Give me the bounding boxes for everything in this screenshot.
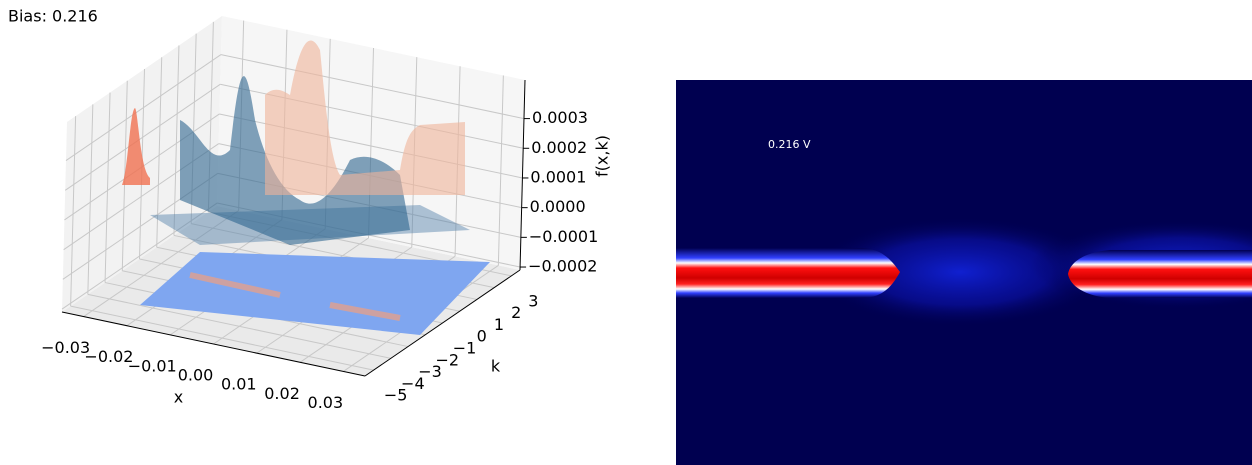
heatmap-band [1068,250,1252,298]
grid-line [64,83,221,191]
y-tick-label: −4 [401,374,425,393]
contour-streak [189,272,401,321]
grid-line [70,305,374,371]
heatmap-band [676,248,900,298]
x-tick-label: −0.01 [128,356,177,375]
y-tick-label: −1 [453,339,477,358]
grid-line [65,54,222,162]
grid-line [87,293,391,359]
y-tick-label: 3 [528,291,538,310]
y-tick-label: −2 [435,350,459,369]
z-tick-label: 0.0002 [531,138,587,157]
wave-surface [180,76,410,246]
z-tick-label: 0.0000 [530,197,586,216]
axis-line [61,311,366,377]
axis-line [519,79,526,271]
x-tick-label: 0.02 [264,384,300,403]
y-tick-label: −5 [384,386,408,405]
heatmap-fringe [810,217,1110,327]
y-tick-label: 1 [494,315,504,334]
surface-plot: −0.03−0.02−0.01 0.00 0.01 0.02 0.03 −5−4−3−2−… [41,16,612,412]
z-tick-label: 0.0001 [530,167,586,186]
z-tick-label: −0.0002 [528,257,597,276]
grid-line [104,92,111,283]
y-tick-label: 0 [477,327,487,346]
peak-surface [265,40,465,196]
axis-line [364,269,521,377]
surface-shapes [122,40,490,335]
y-axis-label: k [491,357,501,376]
grid-line [497,75,504,266]
heatmap-annotation: 0.216 V [768,138,811,151]
x-tick-label: 0.01 [221,375,257,394]
grid-line [173,45,180,236]
x-tick-label: 0.03 [308,393,344,412]
grid-line [70,116,77,307]
figure-title: Bias: 0.216 [8,7,98,26]
grid-line [220,54,525,120]
grid-line [61,202,218,310]
x-tick-label: −0.02 [84,347,133,366]
y-tick-label: −3 [418,362,442,381]
z-tick-label: 0.0003 [532,108,588,127]
grid-line [87,104,94,295]
contour-floor [140,252,490,335]
z-tick-label: −0.0001 [529,227,598,246]
grid-line [156,57,163,248]
y-tick-label: 2 [511,303,521,322]
z-axis-label: f(x,k) [593,135,612,177]
peak-surface [122,108,150,185]
x-tick-label: −0.03 [41,338,90,357]
x-tick-label: 0.00 [178,366,214,385]
x-axis-label: x [174,388,183,407]
